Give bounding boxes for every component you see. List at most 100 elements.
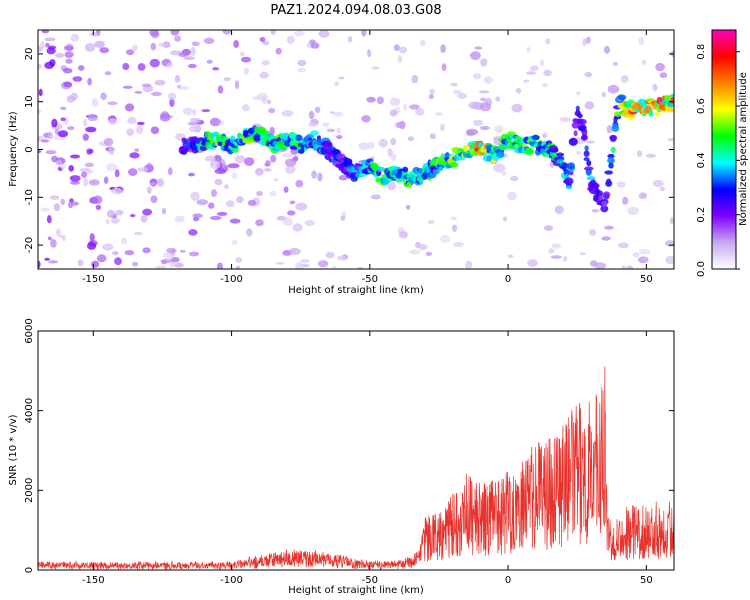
heatmap-cell [604, 225, 614, 230]
heatmap-cell [107, 101, 118, 106]
heatmap-cell [92, 195, 103, 204]
heatmap-cell [55, 159, 62, 166]
heatmap-cell [409, 104, 420, 110]
heatmap-cell [187, 63, 197, 69]
heatmap-cell [222, 30, 232, 35]
heatmap-cell [452, 89, 462, 94]
heatmap-cell [270, 30, 276, 35]
heatmap-cell [371, 66, 380, 70]
heatmap-cell [104, 71, 112, 76]
heatmap-cell [239, 51, 245, 57]
heatmap-cell [47, 45, 57, 50]
heatmap-cell [61, 234, 67, 242]
heatmap-cell [317, 260, 329, 268]
heatmap-cell [293, 155, 299, 161]
snr-frame [37, 330, 675, 571]
heatmap-cell [130, 214, 136, 218]
heatmap-cell [63, 81, 73, 88]
heatmap-cell [168, 92, 177, 101]
heatmap-cell [507, 191, 517, 201]
heatmap-cell [407, 136, 414, 142]
heatmap-cell [68, 165, 75, 172]
heatmap-cell [395, 121, 404, 129]
heatmap-cell [69, 154, 81, 159]
heatmap-cell [389, 97, 401, 106]
heatmap-cell [297, 59, 307, 67]
heatmap-cell [40, 139, 50, 143]
heatmap-cell [67, 126, 75, 131]
heatmap-cell [295, 134, 303, 142]
heatmap-cell [411, 74, 419, 84]
heatmap-cell [440, 123, 445, 132]
heatmap-cell [655, 62, 665, 72]
heatmap-cell [150, 126, 160, 135]
heatmap-cell [192, 213, 203, 218]
heatmap-cell [367, 141, 375, 150]
heatmap-cell [425, 251, 432, 256]
heatmap-cell [44, 257, 50, 261]
heatmap-cell [434, 112, 443, 116]
heatmap-cell [298, 148, 305, 154]
heatmap-cell [589, 260, 598, 267]
heatmap-cell [469, 53, 480, 57]
heatmap-cell [265, 160, 271, 167]
heatmap-cell [539, 59, 545, 67]
heatmap-cell [604, 170, 613, 175]
snr-series-line [38, 366, 674, 570]
heatmap-cell [263, 168, 272, 172]
heatmap-cell [244, 157, 255, 166]
heatmap-cell [132, 44, 138, 52]
heatmap-cell [311, 170, 317, 179]
heatmap-cell [420, 39, 426, 47]
heatmap-cell [580, 134, 588, 141]
heatmap-cell [105, 219, 110, 225]
heatmap-cell [577, 113, 583, 119]
heatmap-cell [480, 125, 490, 131]
heatmap-cell [150, 181, 156, 186]
heatmap-cell [616, 181, 626, 188]
heatmap-cell [179, 249, 186, 253]
heatmap-cell [526, 71, 537, 75]
heatmap-cell [150, 42, 157, 51]
heatmap-cell [508, 254, 514, 259]
heatmap-cell [645, 153, 656, 158]
heatmap-cell [170, 30, 180, 36]
heatmap-cell [55, 52, 65, 58]
y-tick-label: 2000 [24, 478, 35, 503]
heatmap-cell [233, 40, 240, 48]
heatmap-cell [295, 179, 304, 188]
heatmap-cell [87, 77, 92, 86]
heatmap-cell [670, 97, 674, 104]
heatmap-cell [64, 51, 74, 58]
heatmap-cell [183, 56, 195, 61]
heatmap-cell [589, 229, 597, 236]
y-tick-label: 10 [24, 95, 35, 108]
heatmap-cell [526, 47, 531, 52]
heatmap-cell [525, 147, 533, 153]
heatmap-cell [134, 148, 140, 152]
heatmap-cell [212, 67, 220, 71]
heatmap-cell [209, 215, 222, 221]
colorbar-tick-label: 0.8 [696, 44, 707, 60]
heatmap-cell [289, 200, 296, 205]
heatmap-cell [240, 56, 252, 63]
heatmap-cell [223, 77, 231, 82]
x-tick-label: 50 [640, 274, 653, 285]
heatmap-cell [611, 124, 620, 133]
heatmap-cell [270, 154, 277, 163]
heatmap-cell [415, 107, 425, 116]
heatmap-cell [286, 35, 295, 45]
heatmap-cell [157, 178, 165, 187]
heatmap-cell [203, 37, 215, 44]
heatmap-cell [332, 265, 337, 269]
heatmap-cell [441, 63, 447, 71]
heatmap-cell [84, 43, 96, 52]
heatmap-cell [71, 201, 80, 206]
heatmap-cell [190, 191, 200, 201]
x-tick-label: -150 [82, 274, 105, 285]
heatmap-cell [602, 191, 611, 198]
heatmap-cell [638, 192, 648, 199]
heatmap-cell [637, 256, 649, 264]
heatmap-cell [336, 135, 343, 139]
heatmap-cell [427, 220, 435, 225]
